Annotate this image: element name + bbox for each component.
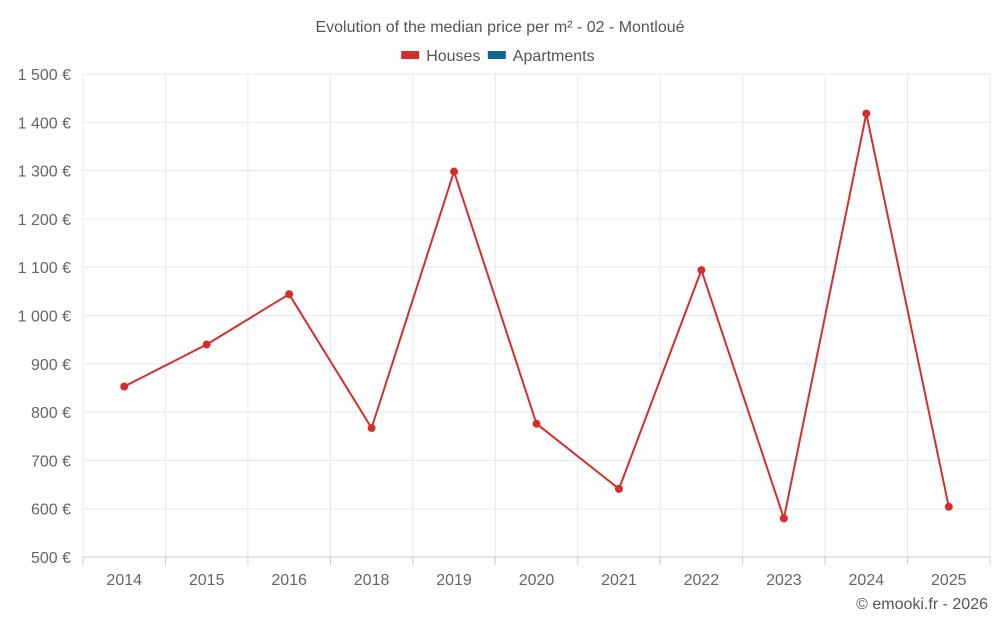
x-tick-label: 2025	[931, 572, 967, 589]
x-tick-label: 2019	[436, 572, 472, 589]
data-point-houses-2015[interactable]	[202, 340, 211, 349]
legend-swatch	[401, 51, 420, 59]
grid	[82, 73, 991, 557]
x-tick-label: 2015	[189, 572, 225, 589]
series-layer	[120, 109, 953, 523]
x-tick-label: 2020	[519, 572, 555, 589]
x-tick-label: 2022	[684, 572, 720, 589]
y-tick-label: 900 €	[31, 357, 71, 374]
y-tick-label: 500 €	[31, 550, 71, 567]
y-tick-label: 1 000 €	[18, 309, 71, 326]
legend-item-houses[interactable]: Houses	[401, 48, 480, 65]
chart-title: Evolution of the median price per m² - 0…	[315, 19, 684, 36]
legend-label: Houses	[426, 48, 480, 65]
data-point-houses-2024[interactable]	[862, 109, 871, 118]
x-tick-label: 2021	[601, 572, 637, 589]
data-point-houses-2016[interactable]	[285, 290, 294, 299]
data-point-houses-2014[interactable]	[120, 382, 129, 391]
data-point-houses-2021[interactable]	[614, 484, 623, 493]
x-tick-label: 2016	[271, 572, 307, 589]
y-tick-label: 700 €	[31, 453, 71, 470]
x-tick-label: 2014	[106, 572, 142, 589]
x-tick-label: 2024	[849, 572, 885, 589]
data-point-houses-2019[interactable]	[450, 167, 459, 176]
x-tick-label: 2023	[766, 572, 802, 589]
legend-swatch	[487, 51, 506, 59]
legend-label: Apartments	[513, 48, 595, 65]
data-point-houses-2018[interactable]	[367, 424, 376, 433]
y-tick-label: 1 100 €	[18, 260, 71, 277]
y-tick-label: 800 €	[31, 405, 71, 422]
data-point-houses-2023[interactable]	[779, 514, 788, 523]
y-tick-label: 1 400 €	[18, 115, 71, 132]
x-tick-label: 2018	[354, 572, 390, 589]
data-point-houses-2025[interactable]	[944, 502, 953, 511]
y-tick-label: 600 €	[31, 502, 71, 519]
data-point-houses-2020[interactable]	[532, 419, 541, 428]
y-tick-label: 1 500 €	[18, 67, 71, 84]
y-tick-label: 1 200 €	[18, 212, 71, 229]
legend-item-apartments[interactable]: Apartments	[487, 48, 595, 65]
credit-text: © emooki.fr - 2026	[856, 596, 988, 613]
y-tick-label: 1 300 €	[18, 164, 71, 181]
data-point-houses-2022[interactable]	[697, 266, 706, 275]
axes: 500 € 600 € 700 € 800 € 900 € 1 000 € 1 100 € 1…	[18, 67, 991, 589]
legend: Houses Apartments	[401, 48, 595, 65]
